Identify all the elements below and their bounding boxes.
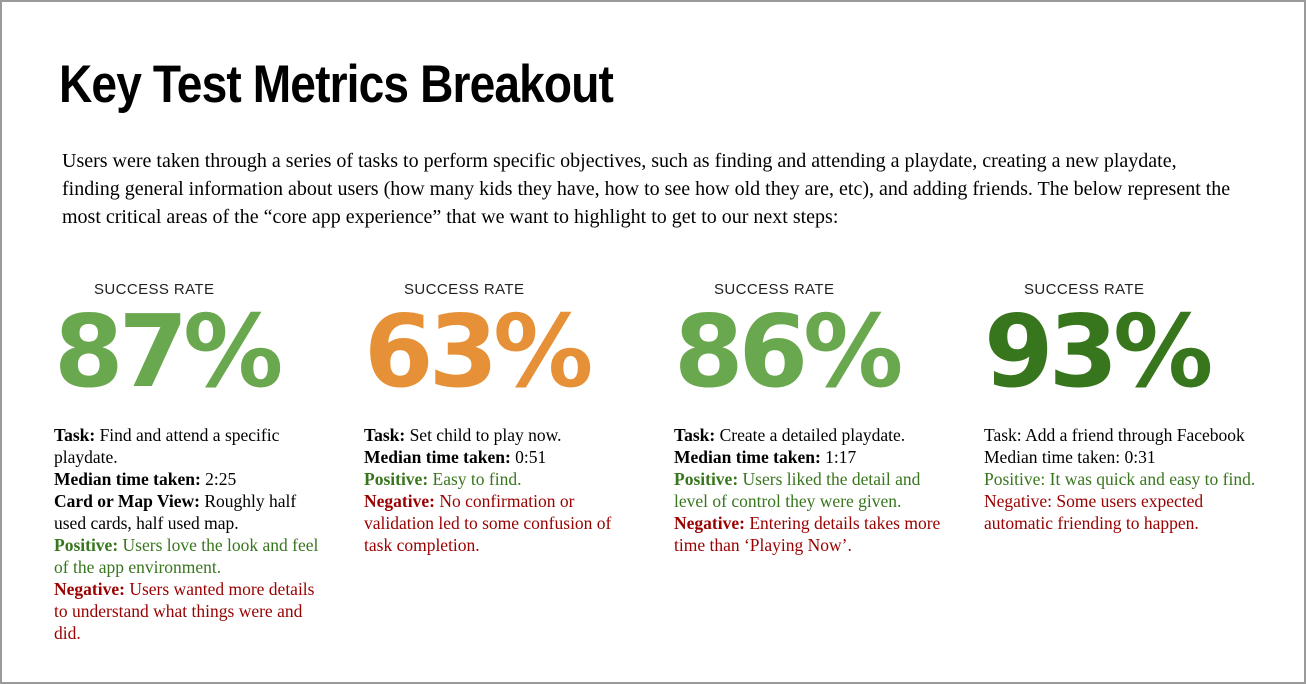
detail-line-task: Task: Add a friend through Facebook — [984, 424, 1260, 446]
detail-label: Positive: — [364, 469, 429, 489]
detail-label: Positive: — [54, 535, 119, 555]
detail-line-card-or-map: Card or Map View: Roughly half used card… — [54, 490, 330, 534]
detail-line-median-time: Median time taken: 0:51 — [364, 446, 640, 468]
detail-label: Negative: — [54, 579, 125, 599]
detail-text: No confirmation or validation led to som… — [364, 491, 612, 555]
success-rate-label: SUCCESS RATE — [1024, 281, 1145, 298]
detail-text: Add a friend through Facebook — [1025, 425, 1245, 445]
detail-text: Easy to find. — [432, 469, 522, 489]
detail-line-positive: Positive: Easy to find. — [364, 468, 640, 490]
detail-text: Set child to play now. — [409, 425, 562, 445]
success-rate-value: 86% — [674, 293, 903, 410]
detail-line-positive: Positive: It was quick and easy to find. — [984, 468, 1260, 490]
detail-line-task: Task: Create a detailed playdate. — [674, 424, 950, 446]
detail-label: Card or Map View: — [54, 491, 200, 511]
detail-text: 0:31 — [1124, 447, 1156, 467]
detail-text: Roughly half used cards, half used map. — [54, 491, 297, 533]
detail-line-positive: Positive: Users liked the detail and lev… — [674, 468, 950, 512]
detail-label: Median time taken: — [674, 447, 821, 467]
detail-label: Task: — [364, 425, 406, 445]
detail-line-task: Task: Find and attend a specific playdat… — [54, 424, 330, 468]
detail-label: Task: — [984, 425, 1022, 445]
detail-text: Some users expected automatic friending … — [984, 491, 1204, 533]
detail-label: Median time taken: — [54, 469, 201, 489]
detail-label: Task: — [674, 425, 716, 445]
detail-text: 1:17 — [825, 447, 857, 467]
detail-label: Negative: — [364, 491, 435, 511]
detail-text: Users liked the detail and level of cont… — [674, 469, 921, 511]
success-rate-label: SUCCESS RATE — [714, 281, 835, 298]
success-rate-label: SUCCESS RATE — [94, 281, 215, 298]
detail-text: Entering details takes more time than ‘P… — [674, 513, 941, 555]
detail-label: Positive: — [674, 469, 739, 489]
metric-details: Task: Find and attend a specific playdat… — [54, 424, 330, 644]
detail-label: Positive: — [984, 469, 1046, 489]
metric-column-find-playdate: SUCCESS RATE 87% Task: Find and attend a… — [54, 281, 330, 644]
detail-line-negative: Negative: Entering details takes more ti… — [674, 512, 950, 556]
metric-details: Task: Add a friend through Facebook Medi… — [984, 424, 1260, 534]
detail-line-negative: Negative: Users wanted more details to u… — [54, 578, 330, 644]
metric-details: Task: Set child to play now. Median time… — [364, 424, 640, 556]
success-rate-value: 93% — [984, 293, 1213, 410]
success-rate-label: SUCCESS RATE — [404, 281, 525, 298]
detail-text: Users love the look and feel of the app … — [54, 535, 319, 577]
detail-text: Create a detailed playdate. — [719, 425, 906, 445]
detail-text: 0:51 — [515, 447, 547, 467]
metric-column-add-friend: SUCCESS RATE 93% Task: Add a friend thro… — [984, 281, 1260, 644]
intro-paragraph: Users were taken through a series of tas… — [62, 150, 1231, 228]
detail-line-median-time: Median time taken: 1:17 — [674, 446, 950, 468]
detail-line-task: Task: Set child to play now. — [364, 424, 640, 446]
detail-label: Median time taken: — [984, 447, 1121, 467]
metric-column-play-now: SUCCESS RATE 63% Task: Set child to play… — [364, 281, 640, 644]
success-rate-value: 87% — [54, 293, 283, 410]
detail-text: Users wanted more details to understand … — [54, 579, 315, 643]
detail-label: Negative: — [674, 513, 745, 533]
detail-line-median-time: Median time taken: 2:25 — [54, 468, 330, 490]
metrics-columns: SUCCESS RATE 87% Task: Find and attend a… — [2, 281, 1304, 644]
detail-text: Find and attend a specific playdate. — [54, 425, 280, 467]
success-rate-value: 63% — [364, 293, 593, 410]
detail-label: Task: — [54, 425, 96, 445]
metric-column-detailed-playdate: SUCCESS RATE 86% Task: Create a detailed… — [674, 281, 950, 644]
metric-details: Task: Create a detailed playdate. Median… — [674, 424, 950, 556]
detail-text: It was quick and easy to find. — [1049, 469, 1256, 489]
detail-line-negative: Negative: Some users expected automatic … — [984, 490, 1260, 534]
detail-line-median-time: Median time taken: 0:31 — [984, 446, 1260, 468]
detail-label: Negative: — [984, 491, 1053, 511]
detail-text: 2:25 — [205, 469, 237, 489]
detail-line-negative: Negative: No confirmation or validation … — [364, 490, 640, 556]
detail-line-positive: Positive: Users love the look and feel o… — [54, 534, 330, 578]
page-title: Key Test Metrics Breakout — [59, 55, 614, 114]
detail-label: Median time taken: — [364, 447, 511, 467]
